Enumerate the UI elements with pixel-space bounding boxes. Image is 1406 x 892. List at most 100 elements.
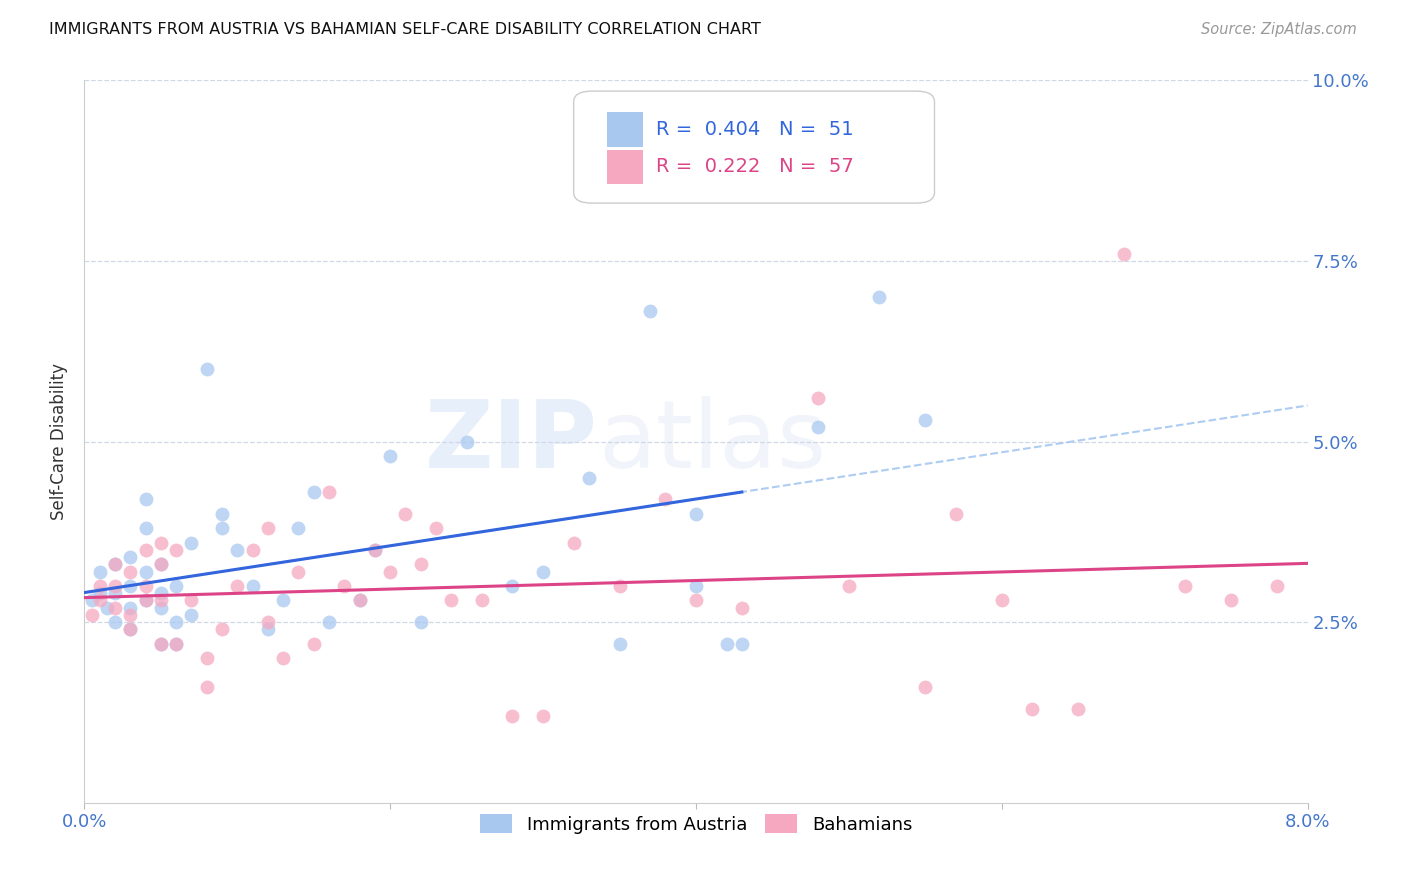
Point bbox=[80, 593, 103, 607]
Point bbox=[807, 391, 830, 405]
Point bbox=[195, 680, 218, 694]
Point bbox=[1067, 702, 1090, 716]
Point bbox=[364, 542, 387, 557]
Point bbox=[409, 558, 432, 572]
Point bbox=[80, 607, 103, 622]
Point bbox=[120, 579, 142, 593]
Point bbox=[104, 615, 127, 630]
Point bbox=[1114, 246, 1136, 260]
Point bbox=[425, 521, 447, 535]
Point bbox=[271, 651, 294, 665]
Point bbox=[104, 558, 127, 572]
Point bbox=[104, 600, 127, 615]
Text: atlas: atlas bbox=[598, 395, 827, 488]
Point bbox=[638, 304, 661, 318]
Point bbox=[211, 623, 233, 637]
Point bbox=[609, 637, 631, 651]
Point bbox=[165, 637, 187, 651]
Point bbox=[1265, 579, 1288, 593]
Point bbox=[149, 586, 172, 600]
Point bbox=[502, 709, 524, 723]
Point bbox=[89, 586, 111, 600]
Point bbox=[380, 449, 402, 463]
Point bbox=[1220, 593, 1243, 607]
Point bbox=[562, 535, 585, 549]
Point bbox=[120, 600, 142, 615]
Point bbox=[149, 593, 172, 607]
Point bbox=[120, 565, 142, 579]
Point bbox=[440, 593, 463, 607]
Point bbox=[104, 586, 127, 600]
Point bbox=[409, 615, 432, 630]
Text: IMMIGRANTS FROM AUSTRIA VS BAHAMIAN SELF-CARE DISABILITY CORRELATION CHART: IMMIGRANTS FROM AUSTRIA VS BAHAMIAN SELF… bbox=[49, 22, 761, 37]
Point bbox=[226, 579, 249, 593]
Text: R =  0.404   N =  51: R = 0.404 N = 51 bbox=[655, 120, 853, 139]
Point bbox=[89, 579, 111, 593]
Point bbox=[180, 535, 202, 549]
Point bbox=[135, 492, 157, 507]
Point bbox=[135, 542, 157, 557]
Point bbox=[135, 521, 157, 535]
Point bbox=[1021, 702, 1043, 716]
Point bbox=[914, 680, 936, 694]
Point bbox=[531, 709, 554, 723]
Point bbox=[609, 579, 631, 593]
Point bbox=[242, 579, 264, 593]
Point bbox=[318, 485, 340, 500]
Point bbox=[578, 471, 600, 485]
Point bbox=[502, 579, 524, 593]
Point bbox=[914, 413, 936, 427]
Point bbox=[364, 542, 387, 557]
Point bbox=[165, 542, 187, 557]
Point bbox=[211, 521, 233, 535]
Point bbox=[991, 593, 1014, 607]
Point bbox=[135, 579, 157, 593]
FancyBboxPatch shape bbox=[606, 112, 644, 147]
Point bbox=[531, 565, 554, 579]
Point bbox=[165, 579, 187, 593]
Point bbox=[165, 615, 187, 630]
Point bbox=[135, 593, 157, 607]
Point bbox=[257, 623, 280, 637]
Point bbox=[104, 579, 127, 593]
Point bbox=[685, 507, 707, 521]
Point bbox=[149, 535, 172, 549]
Point bbox=[149, 558, 172, 572]
Point bbox=[471, 593, 494, 607]
Point bbox=[302, 637, 325, 651]
Point bbox=[380, 565, 402, 579]
Point bbox=[302, 485, 325, 500]
Point bbox=[180, 607, 202, 622]
Point bbox=[242, 542, 264, 557]
Point bbox=[120, 623, 142, 637]
Point bbox=[135, 593, 157, 607]
Point bbox=[685, 579, 707, 593]
Y-axis label: Self-Care Disability: Self-Care Disability bbox=[51, 363, 69, 520]
Point bbox=[149, 558, 172, 572]
Point bbox=[211, 507, 233, 521]
FancyBboxPatch shape bbox=[574, 91, 935, 203]
Point bbox=[149, 637, 172, 651]
Point bbox=[318, 615, 340, 630]
Point bbox=[838, 579, 860, 593]
Point bbox=[257, 521, 280, 535]
Point bbox=[104, 558, 127, 572]
Point bbox=[869, 290, 891, 304]
Point bbox=[89, 565, 111, 579]
Text: ZIP: ZIP bbox=[425, 395, 598, 488]
FancyBboxPatch shape bbox=[606, 150, 644, 185]
Point bbox=[287, 521, 309, 535]
Point bbox=[333, 579, 356, 593]
Point bbox=[349, 593, 371, 607]
Point bbox=[180, 593, 202, 607]
Point bbox=[135, 565, 157, 579]
Point bbox=[456, 434, 478, 449]
Point bbox=[731, 600, 754, 615]
Legend: Immigrants from Austria, Bahamians: Immigrants from Austria, Bahamians bbox=[472, 807, 920, 841]
Point bbox=[271, 593, 294, 607]
Point bbox=[149, 600, 172, 615]
Point bbox=[89, 593, 111, 607]
Point bbox=[287, 565, 309, 579]
Point bbox=[120, 550, 142, 565]
Point bbox=[195, 651, 218, 665]
